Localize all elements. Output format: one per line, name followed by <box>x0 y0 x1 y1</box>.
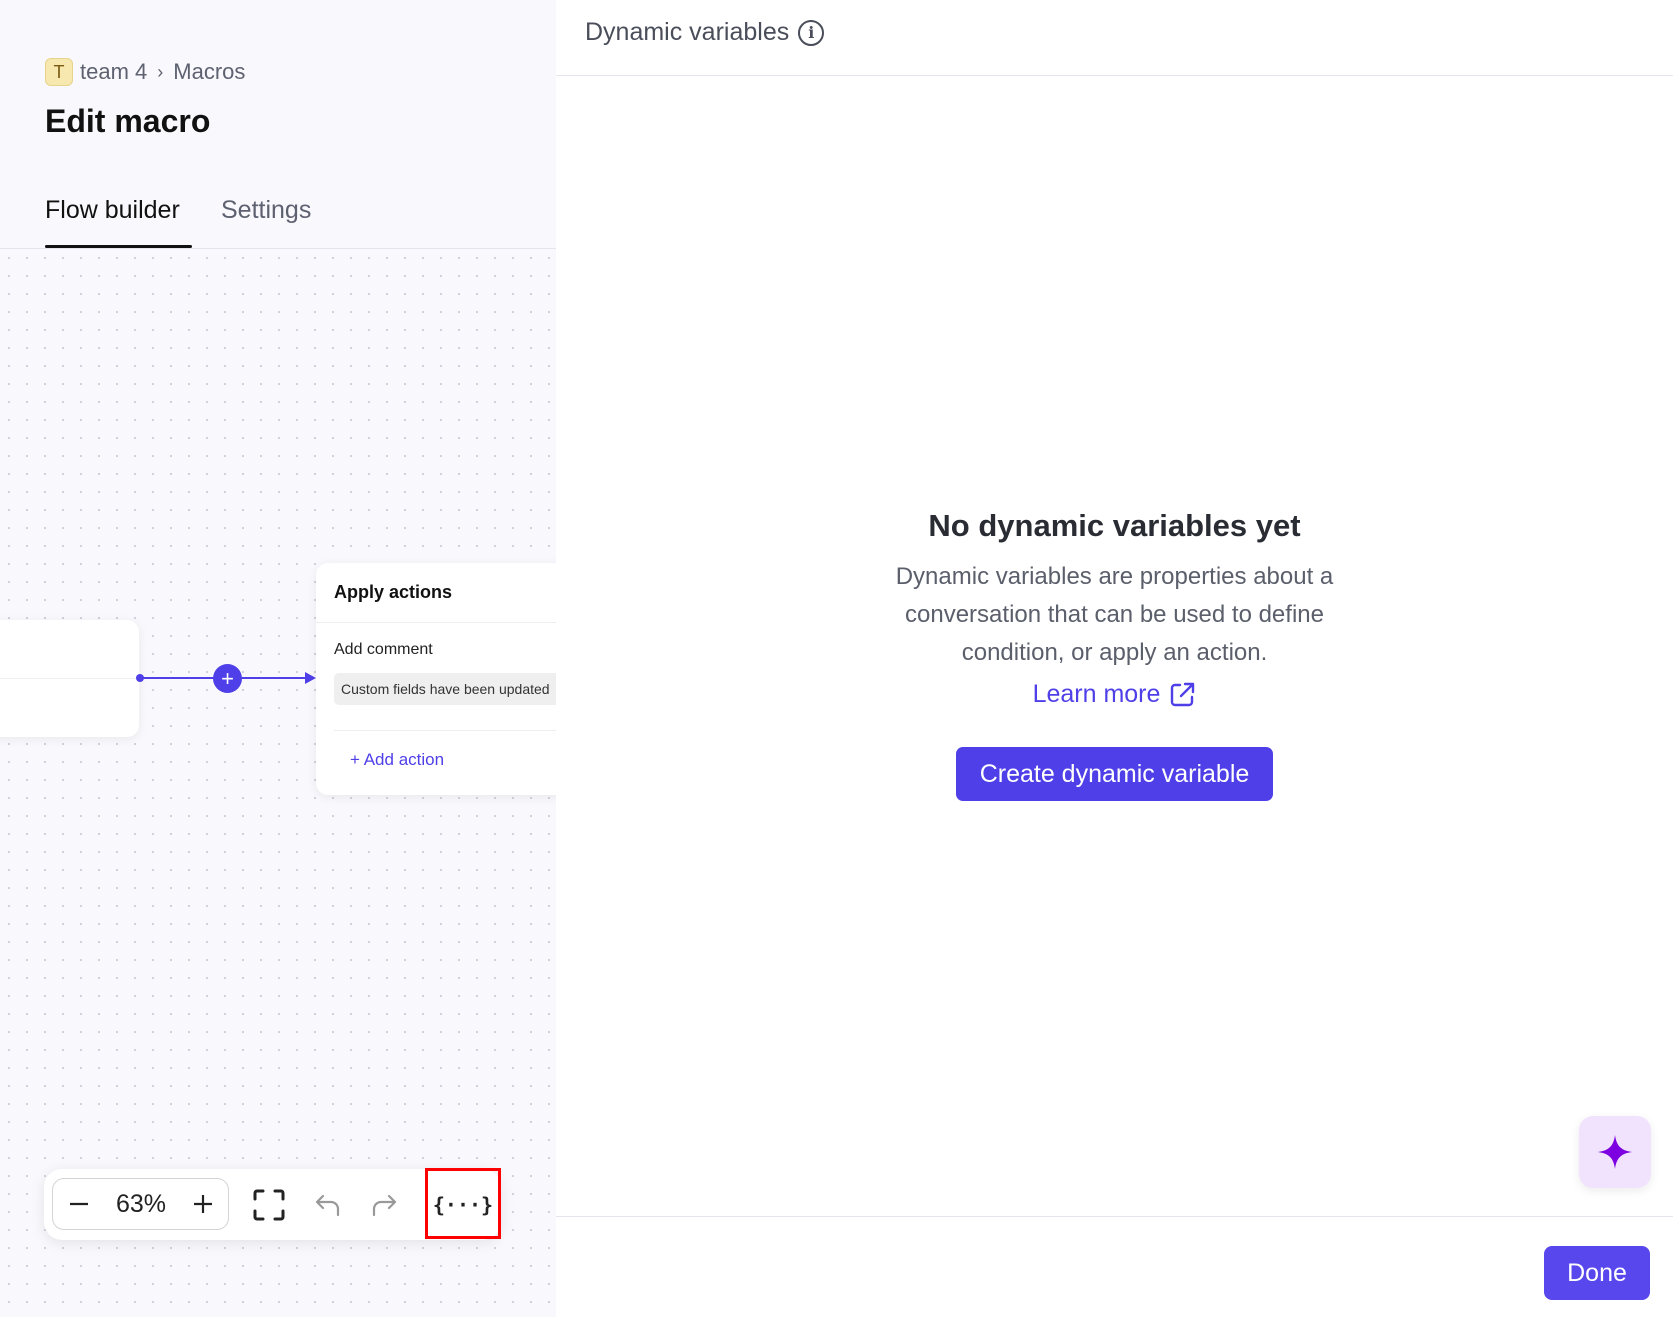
panel-title: Dynamic variables <box>585 18 790 46</box>
canvas-toolbar: 63% {···} <box>44 1168 501 1240</box>
add-step-button[interactable]: + <box>213 664 242 693</box>
add-action-button[interactable]: + Add action <box>350 750 444 770</box>
plus-icon <box>194 1195 212 1213</box>
chevron-right-icon: › <box>157 61 164 82</box>
divider <box>334 730 556 731</box>
minus-icon <box>70 1202 88 1206</box>
undo-button[interactable] <box>310 1188 346 1222</box>
redo-button[interactable] <box>366 1188 402 1222</box>
tab-settings[interactable]: Settings <box>221 196 312 224</box>
done-button[interactable]: Done <box>1544 1246 1650 1300</box>
fit-view-button[interactable] <box>249 1188 289 1222</box>
trigger-node[interactable] <box>0 620 139 737</box>
divider <box>316 622 556 623</box>
fullscreen-icon <box>253 1189 285 1221</box>
zoom-in-button[interactable] <box>187 1188 219 1220</box>
info-icon[interactable]: i <box>798 19 825 46</box>
zoom-control: 63% <box>52 1178 229 1230</box>
sparkle-icon <box>1598 1135 1632 1169</box>
divider <box>556 75 1673 76</box>
breadcrumb-macros[interactable]: Macros <box>173 59 246 84</box>
empty-state-description: Dynamic variables are properties about a… <box>895 563 1334 666</box>
zoom-out-button[interactable] <box>63 1188 95 1220</box>
tab-flow-builder[interactable]: Flow builder <box>45 196 180 224</box>
arrow-icon <box>305 672 316 684</box>
empty-state: No dynamic variables yet Dynamic variabl… <box>556 508 1673 801</box>
learn-more-label: Learn more <box>1032 680 1161 708</box>
active-tab-indicator <box>45 245 192 248</box>
empty-state-title: No dynamic variables yet <box>928 508 1301 543</box>
divider <box>0 248 556 249</box>
apply-actions-node[interactable]: Apply actions Add comment Custom fields … <box>316 563 556 795</box>
page-title: Edit macro <box>45 103 211 139</box>
team-avatar: T <box>45 58 73 86</box>
flow-builder-area: T team 4 › Macros Edit macro Flow builde… <box>0 0 556 1317</box>
breadcrumb-team[interactable]: team 4 <box>80 59 148 84</box>
breadcrumb: T team 4 › Macros <box>45 58 245 86</box>
highlight-box <box>425 1168 501 1239</box>
undo-icon <box>315 1194 340 1217</box>
plus-icon: + <box>350 750 364 769</box>
create-dynamic-variable-button[interactable]: Create dynamic variable <box>955 747 1274 801</box>
dynamic-variables-panel: Dynamic variables i No dynamic variables… <box>556 0 1673 1317</box>
divider <box>556 1216 1673 1217</box>
divider <box>0 678 139 679</box>
action-label: Add comment <box>334 641 433 658</box>
redo-icon <box>372 1194 397 1217</box>
external-link-icon <box>1171 682 1195 706</box>
comment-value[interactable]: Custom fields have been updated <box>334 673 556 705</box>
zoom-level: 63% <box>115 1189 167 1218</box>
connector-start-dot <box>136 674 144 682</box>
panel-header: Dynamic variables i <box>585 18 825 47</box>
ai-assistant-button[interactable] <box>1579 1116 1651 1188</box>
learn-more-link[interactable]: Learn more <box>1033 680 1197 709</box>
add-action-label: Add action <box>363 750 445 769</box>
node-title: Apply actions <box>334 582 453 602</box>
